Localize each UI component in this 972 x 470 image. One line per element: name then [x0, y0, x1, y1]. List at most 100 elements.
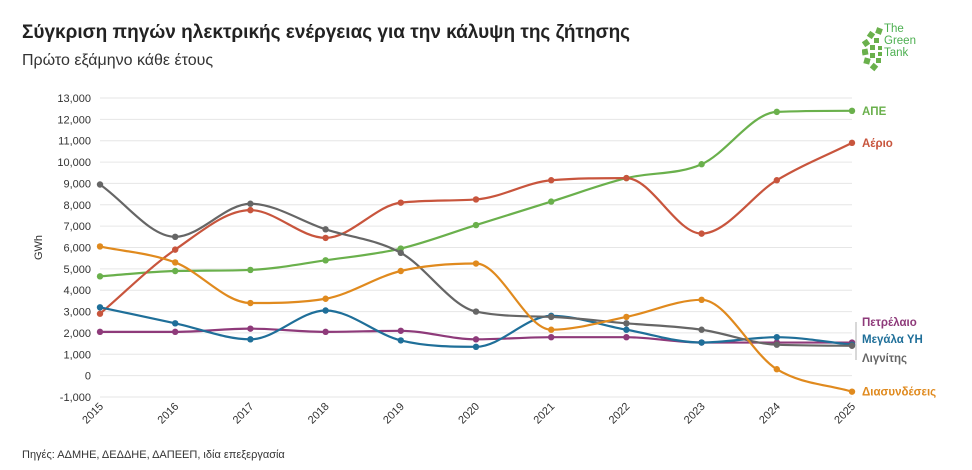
y-tick-label: -1,000 [60, 392, 91, 404]
data-point [247, 325, 254, 332]
data-point [172, 267, 179, 275]
data-point [322, 226, 329, 233]
x-tick-label: 2020 [456, 401, 482, 427]
data-point [773, 177, 780, 184]
data-point [397, 327, 404, 334]
data-point [548, 326, 555, 333]
series-line [99, 183, 853, 347]
data-point [322, 307, 329, 314]
data-point [472, 308, 480, 315]
data-point [623, 174, 630, 182]
data-point [548, 313, 555, 321]
data-point [96, 304, 104, 311]
data-point [172, 233, 179, 241]
data-point [773, 341, 780, 348]
data-point [623, 334, 630, 341]
data-point [698, 230, 705, 237]
logo-text-tank: Tank [884, 47, 909, 59]
data-point [773, 366, 780, 373]
data-point [848, 388, 856, 395]
data-point [397, 249, 404, 257]
data-point [96, 328, 104, 336]
series-line [99, 245, 853, 393]
data-point [848, 342, 856, 349]
data-point [247, 336, 254, 343]
series-labels: ΑΠΕ Αέριο Πετρέλαιο Μεγάλα ΥΗ Λιγνίτης Διασυν… [855, 106, 936, 399]
data-point [848, 139, 856, 147]
data-point [397, 267, 404, 275]
x-tick-label: 2019 [381, 401, 407, 427]
series-line [99, 141, 853, 315]
data-point [548, 177, 555, 184]
chart-subtitle: Πρώτο εξάμηνο κάθε έτους [22, 52, 214, 69]
series-label: Πετρέλαιο [862, 317, 917, 329]
data-point [322, 234, 329, 242]
y-tick-label: 8,000 [63, 200, 91, 212]
x-tick-label: 2025 [832, 401, 858, 427]
y-tick-label: 1,000 [63, 349, 91, 361]
data-point [172, 320, 179, 327]
y-tick-label: 11,000 [58, 136, 91, 148]
data-point [698, 161, 705, 168]
axes: -1,000 0 1,000 2,000 3,000 4,000 5,000 6,000 7,0… [33, 93, 858, 426]
y-tick-label: 4,000 [63, 285, 91, 297]
data-point [472, 221, 480, 229]
data-point [773, 108, 780, 116]
data-point [322, 257, 329, 264]
green-tank-logo: The Green Tank [862, 22, 942, 74]
data-point [548, 198, 555, 205]
y-tick-label: 3,000 [63, 307, 91, 319]
data-point [623, 313, 630, 321]
y-tick-label: 13,000 [57, 93, 91, 105]
data-point [623, 320, 630, 327]
data-point [172, 246, 179, 253]
data-point [698, 326, 705, 333]
x-tick-label: 2018 [306, 401, 332, 427]
y-tick-label: 6,000 [63, 243, 91, 255]
x-tick-label: 2015 [80, 401, 106, 427]
y-tick-label: 7,000 [63, 221, 91, 233]
x-tick-label: 2016 [156, 401, 182, 427]
leaf-icon [862, 27, 883, 72]
data-point [247, 200, 254, 207]
grid-lines [100, 97, 852, 398]
y-tick-label: 10,000 [57, 157, 91, 169]
x-tick-label: 2023 [682, 401, 708, 427]
logo-text-green: Green [884, 35, 916, 47]
data-point [623, 326, 630, 333]
y-tick-label: 0 [85, 371, 91, 383]
data-point [472, 343, 480, 351]
data-point [472, 260, 480, 267]
data-point [172, 259, 179, 266]
data-point [397, 337, 404, 344]
data-point [848, 107, 856, 115]
y-tick-label: 12,000 [57, 114, 91, 126]
series-line [99, 109, 853, 278]
data-point [548, 334, 555, 341]
data-point [472, 336, 480, 343]
data-point [247, 266, 254, 274]
data-point [247, 206, 254, 214]
x-tick-label: 2017 [231, 401, 257, 427]
series-label: Λιγνίτης [862, 353, 907, 365]
series-label: Αέριο [862, 138, 893, 150]
data-point [96, 181, 104, 188]
series-label: Μεγάλα ΥΗ [862, 334, 923, 346]
data-point [247, 299, 254, 307]
data-point [698, 339, 705, 346]
y-tick-label: 2,000 [63, 328, 91, 340]
data-point [322, 328, 329, 336]
data-point [96, 273, 104, 280]
data-point [322, 295, 329, 302]
x-tick-label: 2024 [757, 401, 783, 427]
logo-text-the: The [884, 23, 904, 35]
chart-title: Σύγκριση πηγών ηλεκτρικής ενέργειας για … [22, 22, 631, 43]
x-tick-label: 2021 [532, 401, 558, 427]
series-label: Διασυνδέσεις [862, 387, 936, 399]
data-point [397, 199, 404, 206]
data-point [172, 328, 179, 336]
series-lines [96, 107, 856, 395]
data-point [96, 310, 104, 317]
y-tick-label: 5,000 [63, 264, 91, 276]
